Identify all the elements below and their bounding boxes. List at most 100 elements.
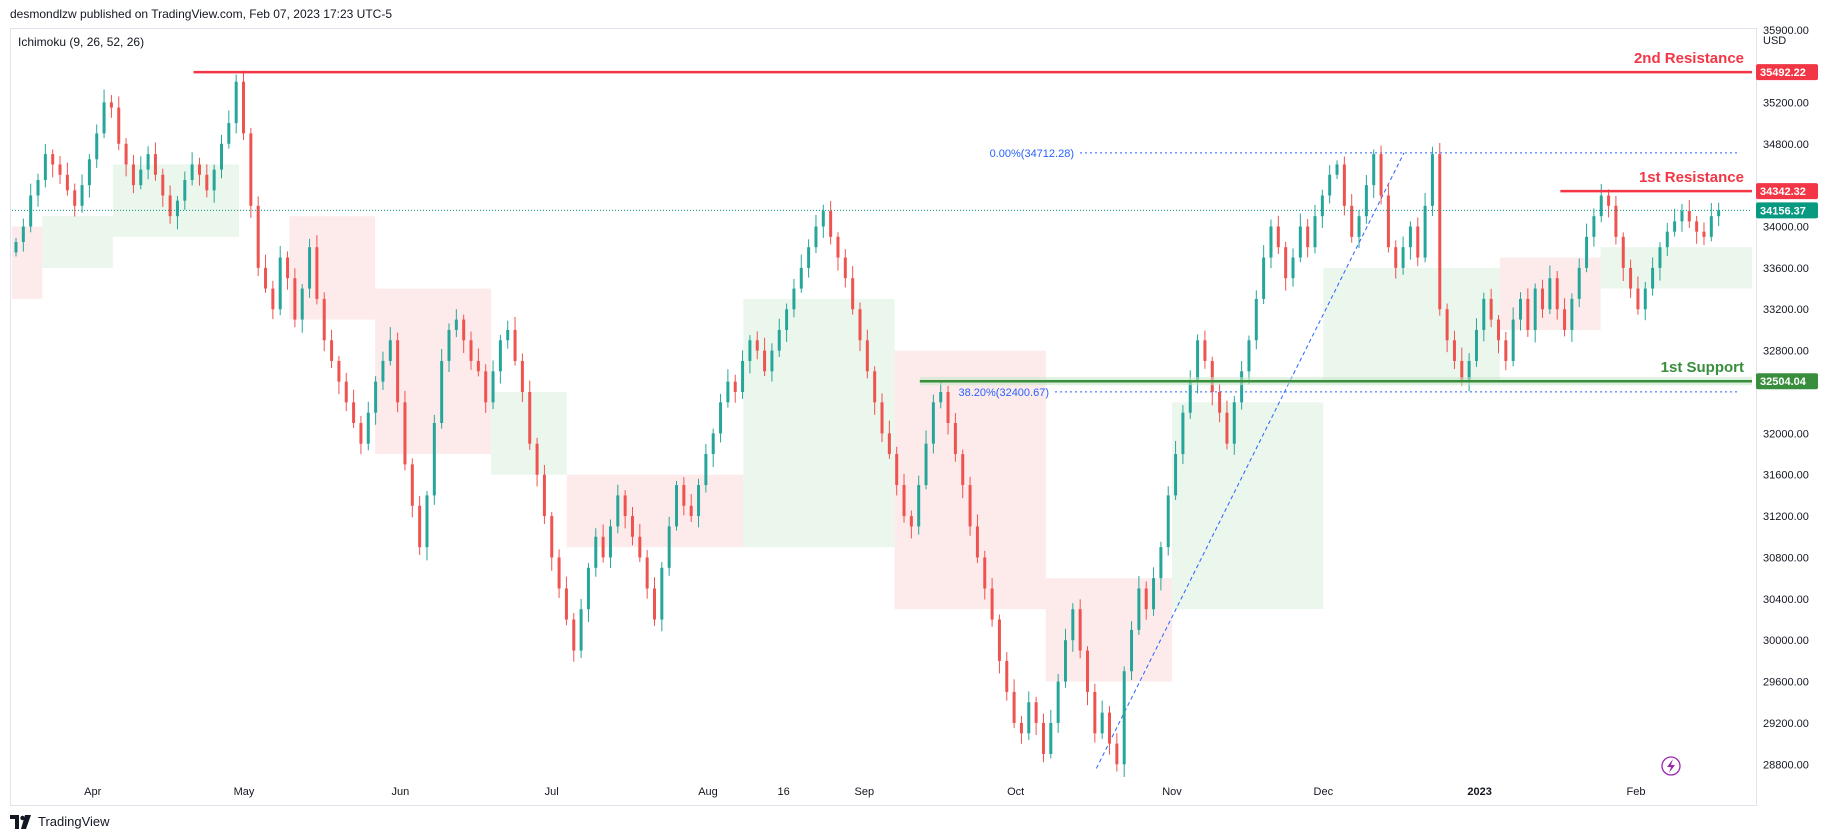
y-tick-label: 33200.00 <box>1763 304 1809 316</box>
candle <box>315 235 319 305</box>
candle <box>1247 335 1251 385</box>
candle-body <box>1144 588 1148 610</box>
candle-body <box>645 557 649 589</box>
candle <box>763 337 767 377</box>
candle <box>1181 405 1185 465</box>
level-resistance[interactable]: 2nd Resistance 35492.22 <box>193 50 1818 81</box>
candle-body <box>909 516 913 527</box>
candle <box>1093 683 1097 743</box>
tradingview-logo-icon <box>10 814 31 829</box>
candle-body <box>139 169 143 186</box>
candle <box>183 171 187 210</box>
candle <box>704 443 708 493</box>
candle <box>858 302 862 352</box>
candle <box>1115 733 1119 772</box>
candle-body <box>418 505 422 548</box>
candle <box>557 549 561 599</box>
candle-body <box>1232 402 1236 444</box>
candle-body <box>1386 195 1390 248</box>
candle-body <box>227 123 231 144</box>
candle <box>638 523 642 563</box>
candle-body <box>146 154 150 170</box>
y-tick-label: 28800.00 <box>1763 759 1809 771</box>
candle <box>1144 581 1148 620</box>
candle <box>374 376 378 425</box>
candle <box>1100 700 1104 739</box>
candle <box>344 372 348 412</box>
level-resistance[interactable]: 1st Resistance 34342.32 <box>1560 169 1818 200</box>
candle <box>1298 213 1302 263</box>
fib-level-label: 38.20%(32400.67) <box>958 387 1049 399</box>
x-tick-label: Jul <box>545 786 559 798</box>
candle <box>278 245 282 316</box>
candle-body <box>704 454 708 486</box>
candle <box>293 268 297 328</box>
candle-body <box>1577 267 1581 299</box>
candle-body <box>1218 391 1222 413</box>
cloud-segment <box>743 298 895 548</box>
candle-body <box>770 350 774 372</box>
candle <box>814 214 818 254</box>
cloud-segment <box>42 216 113 268</box>
cloud-segment <box>1323 267 1500 382</box>
candle-body <box>381 360 385 382</box>
candle <box>1695 215 1699 244</box>
indicator-label[interactable]: Ichimoku (9, 26, 52, 26) <box>18 35 145 49</box>
candle-body <box>917 485 921 527</box>
candle <box>1658 242 1662 281</box>
candle-body <box>1489 298 1493 320</box>
candle-body <box>109 102 113 108</box>
candle <box>1284 241 1288 291</box>
candle-body <box>315 247 319 299</box>
candle <box>719 393 723 443</box>
candle <box>432 414 436 505</box>
candle-body <box>719 402 723 434</box>
candle-body <box>520 360 524 392</box>
candle <box>117 96 121 151</box>
candle <box>1218 383 1222 423</box>
x-tick-label: 16 <box>778 786 790 798</box>
candle <box>1614 195 1618 245</box>
candle-body <box>572 619 576 651</box>
lightning-icon[interactable] <box>1661 756 1681 776</box>
tradingview-brand[interactable]: TradingView <box>10 814 110 829</box>
candle <box>931 394 935 454</box>
candle <box>1607 189 1611 218</box>
candle-body <box>330 340 334 361</box>
candle <box>381 351 385 390</box>
candle-body <box>1643 288 1647 310</box>
candle <box>1203 330 1207 369</box>
candle <box>440 348 444 429</box>
candle-body <box>1063 640 1067 682</box>
candle <box>1027 691 1031 740</box>
candle-body <box>733 381 737 392</box>
candle <box>197 157 201 186</box>
candle <box>1262 245 1266 305</box>
candle <box>1504 331 1508 371</box>
candle <box>1152 567 1156 616</box>
y-tick-label: 30400.00 <box>1763 594 1809 606</box>
price-tag <box>1756 64 1818 81</box>
candle-body <box>990 588 994 620</box>
candle <box>528 380 532 450</box>
candle-body <box>799 267 803 289</box>
candle-body <box>374 381 378 413</box>
fib-trend-line[interactable] <box>1095 152 1405 769</box>
candle-body <box>667 526 671 568</box>
candle-body <box>102 102 106 134</box>
candle-body <box>337 360 341 382</box>
fibonacci-retracement[interactable]: 0.00%(34712.28) 38.20%(32400.67) <box>958 148 1738 769</box>
candle-body <box>484 371 488 403</box>
candle <box>1585 223 1589 273</box>
candle <box>1438 142 1442 316</box>
candle <box>109 95 113 118</box>
candle <box>73 183 77 217</box>
candle-body <box>1482 298 1486 330</box>
candle <box>1489 288 1493 328</box>
candle-body <box>865 340 869 372</box>
level-support[interactable]: 1st Support 32504.04 <box>919 359 1818 390</box>
level-name-label: 1st Support <box>1661 359 1744 376</box>
support-resistance-levels[interactable]: 2nd Resistance 35492.22 1st Resistance 3434… <box>12 50 1818 390</box>
candle-body <box>1599 195 1603 217</box>
